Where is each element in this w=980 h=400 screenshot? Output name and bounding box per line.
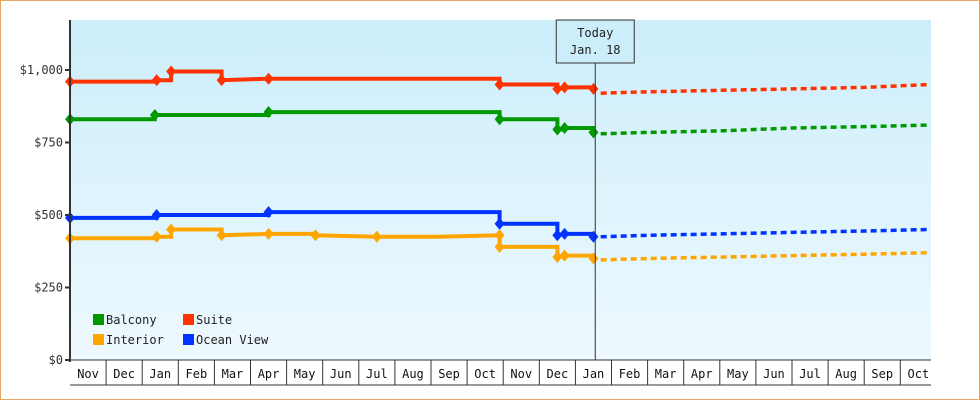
data-point[interactable]	[166, 65, 177, 78]
x-tick-label: Jul	[366, 367, 388, 381]
x-tick-label: May	[294, 367, 316, 381]
data-point[interactable]	[371, 230, 382, 243]
data-point[interactable]	[216, 74, 227, 87]
x-tick-label: Feb	[186, 367, 208, 381]
data-point[interactable]	[149, 108, 160, 121]
data-point[interactable]	[588, 126, 599, 139]
legend-item-interior[interactable]: Interior	[93, 333, 164, 347]
series-balcony	[65, 106, 930, 139]
x-tick-label: Apr	[691, 367, 713, 381]
data-point[interactable]	[559, 249, 570, 262]
y-tick-label: $1,000	[20, 63, 63, 77]
data-point[interactable]	[494, 229, 505, 242]
x-tick-label: Aug	[402, 367, 424, 381]
legend-swatch	[93, 314, 104, 325]
forecast-line	[600, 82, 930, 95]
x-tick-label: Aug	[835, 367, 857, 381]
data-point[interactable]	[559, 81, 570, 94]
plot-area	[70, 20, 931, 360]
x-tick-label: Oct	[474, 367, 496, 381]
y-tick-label: $0	[49, 353, 63, 367]
x-tick-label: Dec	[547, 367, 569, 381]
data-point[interactable]	[588, 82, 599, 95]
data-point[interactable]	[559, 122, 570, 134]
x-tick-label: Sep	[438, 367, 460, 381]
legend: Balcony Suite Interior Ocean View	[93, 313, 269, 347]
x-tick-label: Jan	[149, 367, 171, 381]
data-point[interactable]	[263, 227, 274, 240]
series-layer	[65, 65, 930, 265]
data-point[interactable]	[494, 217, 505, 230]
today-label: Today	[577, 26, 613, 40]
x-tick-label: Jun	[763, 367, 785, 381]
data-point[interactable]	[263, 72, 274, 85]
legend-label: Balcony	[106, 313, 157, 327]
legend-label: Interior	[106, 333, 164, 347]
legend-label: Suite	[196, 313, 232, 327]
legend-item-suite[interactable]: Suite	[183, 313, 232, 327]
today-marker: Today Jan. 18	[555, 19, 635, 360]
forecast-line	[600, 123, 930, 136]
data-point[interactable]	[494, 240, 505, 253]
y-tick-label: $250	[34, 281, 63, 295]
data-point[interactable]	[552, 82, 563, 95]
data-point[interactable]	[166, 223, 177, 236]
legend-item-balcony[interactable]: Balcony	[93, 313, 157, 327]
data-point[interactable]	[263, 106, 274, 119]
today-date: Jan. 18	[570, 43, 621, 57]
forecast-line	[600, 227, 930, 239]
x-tick-label: Jun	[330, 367, 352, 381]
data-point[interactable]	[552, 123, 563, 136]
data-point[interactable]	[310, 229, 321, 242]
data-point[interactable]	[151, 230, 162, 243]
x-tick-label: Nov	[510, 367, 532, 381]
data-point[interactable]	[151, 209, 162, 221]
series-suite	[65, 65, 930, 95]
data-point[interactable]	[216, 229, 227, 242]
x-tick-label: Mar	[222, 367, 244, 381]
data-point[interactable]	[588, 230, 599, 243]
legend-item-ocean-view[interactable]: Ocean View	[183, 333, 269, 347]
data-point[interactable]	[552, 251, 563, 264]
data-point[interactable]	[263, 206, 274, 219]
legend-swatch	[183, 334, 194, 345]
x-tick-label: May	[727, 367, 749, 381]
x-tick-label: Sep	[871, 367, 893, 381]
data-point[interactable]	[151, 74, 162, 87]
legend-swatch	[93, 334, 104, 345]
x-tick-label: Mar	[655, 367, 677, 381]
axes: $0 $250 $500 $750 $1,000 Nov Dec Jan Feb Mar Apr Ma…	[20, 20, 931, 386]
data-point[interactable]	[552, 229, 563, 242]
data-point[interactable]	[494, 113, 505, 126]
y-tick-label: $750	[34, 136, 63, 150]
today-box	[555, 19, 635, 64]
x-tick-label: Jul	[799, 367, 821, 381]
x-tick-label: Apr	[258, 367, 280, 381]
series-interior	[65, 223, 930, 265]
data-point[interactable]	[494, 78, 505, 91]
legend-label: Ocean View	[196, 333, 269, 347]
x-tick-label: Oct	[908, 367, 930, 381]
x-tick-label: Nov	[77, 367, 99, 381]
data-point[interactable]	[559, 227, 570, 240]
legend-swatch	[183, 314, 194, 325]
y-tick-label: $500	[34, 208, 63, 222]
x-tick-label: Feb	[619, 367, 641, 381]
x-tick-label: Jan	[583, 367, 605, 381]
forecast-line	[600, 250, 930, 262]
x-tick-label: Dec	[113, 367, 135, 381]
data-point[interactable]	[588, 252, 599, 265]
